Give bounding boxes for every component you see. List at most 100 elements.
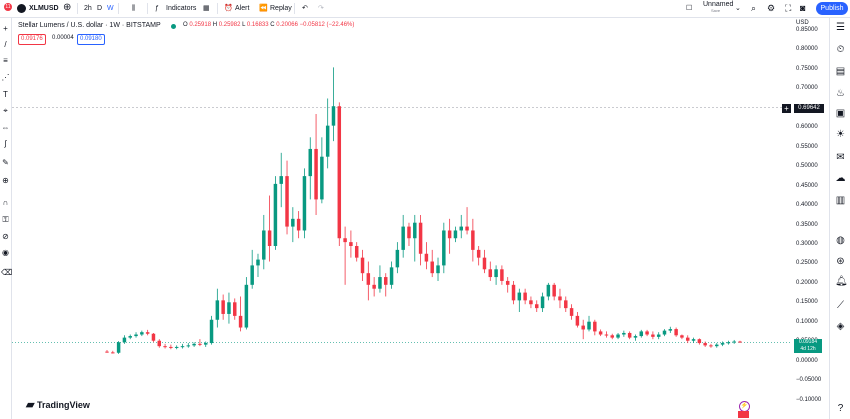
open-value: 0.25918 xyxy=(189,22,212,28)
layers-icon[interactable]: ◈ xyxy=(836,321,845,332)
ruler-icon[interactable]: ✎ xyxy=(2,158,9,167)
price-scale[interactable]: USD 0.850000.800000.750000.700000.650000… xyxy=(790,18,828,419)
data-window-icon[interactable]: ▤ xyxy=(835,66,846,77)
candle-style-icon[interactable]: ⫼ xyxy=(132,5,136,12)
publish-button[interactable]: Publish xyxy=(816,2,848,15)
brush-icon[interactable]: ∫ xyxy=(4,139,7,148)
alert-button[interactable]: Alert xyxy=(235,5,250,12)
sell-price-button[interactable]: 0.09176 xyxy=(18,34,46,45)
candle-body xyxy=(331,106,336,126)
price-tick: 0.60000 xyxy=(796,124,818,131)
candle xyxy=(169,344,173,350)
hotlists-icon[interactable]: ♨ xyxy=(836,88,845,99)
crosshair-price-label: 0.69642 xyxy=(794,104,824,113)
flag-icon[interactable] xyxy=(738,411,749,418)
candle-body xyxy=(726,342,731,344)
candle-body xyxy=(174,346,179,348)
interval-d-button[interactable]: D xyxy=(97,5,103,12)
crosshair-icon[interactable]: + xyxy=(3,24,8,33)
candle xyxy=(715,343,719,348)
news-icon[interactable]: ▥ xyxy=(835,195,846,206)
trend-line-icon[interactable]: / xyxy=(4,40,7,49)
layout-checkbox-icon[interactable]: ☐ xyxy=(686,5,693,12)
candle-body xyxy=(546,284,551,297)
eye-icon[interactable]: ◉ xyxy=(2,248,9,257)
compare-add-icon[interactable]: ⊕ xyxy=(63,2,72,13)
notification-badge[interactable]: 11 xyxy=(4,3,12,11)
tradingview-logo[interactable]: ▰ TradingView xyxy=(18,395,106,415)
help-icon[interactable]: ? xyxy=(837,403,844,414)
candle xyxy=(540,292,545,312)
magnet-icon[interactable]: ∩ xyxy=(2,198,9,207)
indicators-button[interactable]: Indicators xyxy=(166,5,197,12)
layout-name[interactable]: Unnamed xyxy=(703,1,734,8)
alerts-icon[interactable]: ⏲ xyxy=(836,44,845,55)
text-icon[interactable]: T xyxy=(3,90,8,99)
pine-editor-icon[interactable]: ◍ xyxy=(836,235,845,246)
notifications-icon[interactable]: 🔔︎ xyxy=(835,276,848,287)
layout-save-label[interactable]: Save xyxy=(711,8,721,13)
redo-icon[interactable]: ↷ xyxy=(318,5,324,12)
candle xyxy=(703,341,707,347)
interval-2h-button[interactable]: 2h xyxy=(84,5,92,12)
candle xyxy=(639,329,644,338)
candle-body xyxy=(285,176,289,227)
price-tick: 0.40000 xyxy=(796,202,818,209)
candle-body xyxy=(320,156,324,200)
measure-icon[interactable]: ⇔ xyxy=(1,123,10,132)
chat-icon[interactable]: ✉ xyxy=(836,152,845,163)
candle xyxy=(267,195,272,262)
projection-icon[interactable]: ⌖ xyxy=(3,106,8,115)
signal-icon[interactable]: ⊛ xyxy=(836,256,845,267)
candle-body xyxy=(662,330,667,335)
zoom-icon[interactable]: ⊕ xyxy=(2,176,9,185)
replay-icon[interactable]: ⏪ xyxy=(259,5,268,12)
candle xyxy=(233,298,237,320)
pattern-icon[interactable]: ⋰ xyxy=(1,73,10,82)
buy-price-button[interactable]: 0.09180 xyxy=(77,34,105,45)
price-tick: −0.10000 xyxy=(796,396,822,403)
candle-body xyxy=(697,339,702,344)
replay-button[interactable]: Replay xyxy=(270,5,292,12)
undo-icon[interactable]: ↶ xyxy=(302,5,308,12)
indicators-icon[interactable]: ƒ xyxy=(155,5,159,12)
lock-icon[interactable]: ⚿ xyxy=(2,215,9,224)
chart-legend-title[interactable]: Stellar Lumens / U.S. dollar · 1W · BITS… xyxy=(18,22,161,29)
templates-icon[interactable]: ▦ xyxy=(203,5,210,12)
symbol-logo-icon xyxy=(17,4,26,13)
candle xyxy=(616,332,620,340)
market-status-dot xyxy=(171,24,176,29)
candle xyxy=(314,114,318,215)
candle xyxy=(151,332,156,343)
candle xyxy=(250,249,254,289)
watchlist-icon[interactable]: ☰ xyxy=(836,22,845,33)
current-price-value: 0.09184 xyxy=(798,339,818,345)
candle-body xyxy=(604,334,609,336)
interval-w-button[interactable]: W xyxy=(107,5,114,12)
streams-icon[interactable]: ☁ xyxy=(835,173,846,184)
candle-body xyxy=(720,343,725,345)
calendar-icon[interactable]: ▣ xyxy=(835,108,846,119)
hide-drawings-icon[interactable]: ⊘ xyxy=(2,232,9,241)
trending-icon[interactable]: ⟋ xyxy=(837,300,844,311)
gear-icon[interactable]: ⚙ xyxy=(767,3,776,13)
fib-icon[interactable]: ≡ xyxy=(3,56,8,65)
candle-body xyxy=(639,331,644,337)
candle xyxy=(453,226,458,243)
candle-body xyxy=(453,230,458,239)
ideas-icon[interactable]: ☀ xyxy=(836,129,845,140)
camera-icon[interactable]: ◙ xyxy=(800,3,806,13)
low-value: 0.16833 xyxy=(246,22,269,28)
candle xyxy=(587,315,591,332)
chevron-down-icon[interactable]: ⌄ xyxy=(735,5,741,12)
alert-icon[interactable]: ⏰ xyxy=(224,5,233,12)
currency-label[interactable]: USD xyxy=(796,20,809,26)
trash-icon[interactable]: ⌫ xyxy=(1,268,13,277)
fullscreen-icon[interactable]: ⛶ xyxy=(785,3,792,13)
add-alert-icon[interactable]: + xyxy=(782,104,791,113)
price-chart[interactable] xyxy=(12,18,790,419)
candle xyxy=(337,102,342,246)
symbol-search-button[interactable]: XLMUSD xyxy=(29,5,59,12)
candle-body xyxy=(569,308,574,316)
search-icon[interactable]: ⌕ xyxy=(751,3,757,13)
